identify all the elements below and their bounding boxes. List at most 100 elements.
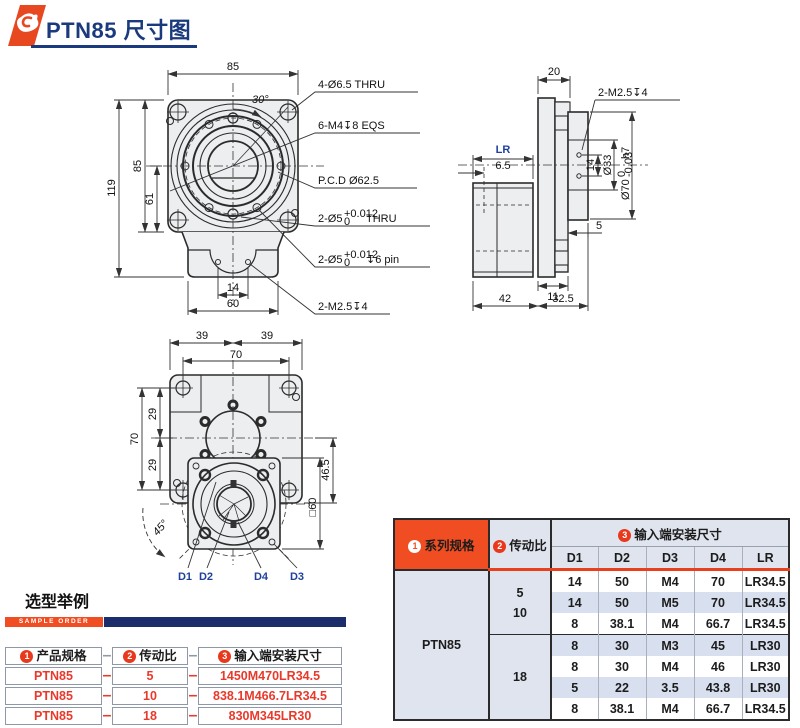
cell-lr: LR34.5: [741, 569, 790, 592]
front-dimension-texts: 85 30° 119 85 61 14 60 4-Ø6.5 THRU 6-M4↧…: [106, 61, 399, 313]
bottom-dimension-lines: [137, 339, 337, 558]
callout-m4-holes: 6-M4↧8 EQS: [318, 120, 385, 132]
circled-2-icon: 2: [493, 539, 507, 553]
front-leader-lines: [169, 91, 430, 315]
dim-29-lower: 29: [147, 459, 159, 471]
table-row: 5 22 3.5 43.8 LR30: [394, 677, 790, 698]
cell-d4: 70: [693, 592, 742, 613]
sample-order-title: 选型举例: [25, 594, 90, 611]
svg-text:↧6 pin: ↧6 pin: [366, 254, 399, 266]
table-row: 14 50 M5 70 LR34.5: [394, 592, 790, 613]
dim-height-85: 85: [132, 160, 144, 172]
label-d4: D4: [254, 571, 269, 583]
side-view-drawing: 20 2-M2.5↧4 LR 6.5 14 Ø33 Ø70 0 -0.03 h7…: [458, 66, 680, 311]
dim-sq60: □60: [307, 498, 319, 517]
sample-order-table: 1 产品规格 – 2 传动比 – 3 输入端安装尺寸 PTN85 – 5 – 1450…: [5, 647, 353, 725]
bottom-leader-lines: [187, 481, 298, 569]
dim-width-85: 85: [227, 61, 239, 73]
cell-d4: 66.7: [693, 698, 742, 720]
cell-d2: 30: [597, 656, 646, 677]
dim-61: 61: [144, 193, 156, 205]
svg-text:+0.012: +0.012: [344, 249, 378, 261]
svg-text:0: 0: [344, 257, 350, 269]
circled-3-icon: 3: [618, 528, 632, 542]
label-d2: D2: [199, 571, 213, 583]
cell-d2: 30: [597, 634, 646, 656]
dim-14: 14: [227, 282, 239, 294]
dim-11: 11: [547, 291, 558, 303]
series-name: PTN85: [394, 569, 490, 720]
svg-text:0: 0: [344, 216, 350, 228]
cell-lr: LR34.5: [741, 698, 790, 720]
brand-logo-icon: [8, 5, 46, 46]
dash-separator: –: [188, 687, 198, 704]
dash-separator: –: [102, 667, 112, 684]
cell-lr: LR34.5: [741, 613, 790, 635]
bottom-flange: [187, 457, 281, 550]
dims-value: 1450M470LR34.5: [198, 667, 342, 685]
callout-corner-holes: 4-Ø6.5 THRU: [318, 79, 385, 91]
spec-table: 1 系列规格 2 传动比 3 输入端安装尺寸 D1 D2 D3 D4 LR PTN85…: [393, 518, 791, 721]
dim-lr: LR: [496, 144, 511, 156]
cell-d4: 66.7: [693, 613, 742, 635]
dim-46-5: 46.5: [320, 459, 332, 480]
cell-d2: 38.1: [597, 698, 646, 720]
cell-d1: 8: [571, 659, 579, 674]
dash-separator: –: [102, 707, 112, 724]
dim-6-5: 6.5: [495, 160, 510, 172]
cell-d3: M4: [645, 569, 694, 592]
dim-70-left: 70: [129, 433, 141, 445]
cell-lr: LR30: [741, 634, 790, 656]
cell-d1: 8: [551, 634, 598, 656]
cell-d2: 50: [597, 592, 646, 613]
table-row: 18 8 30 M3 45 LR30: [394, 634, 790, 720]
front-dimension-lines: [114, 70, 299, 315]
dash-separator: –: [102, 647, 112, 664]
callout-pcd: P.C.D Ø62.5: [318, 175, 379, 187]
product-value: PTN85: [5, 707, 102, 725]
page-title: PTN85 尺寸图: [46, 18, 192, 43]
dim-d33: Ø33: [602, 155, 614, 176]
cell-lr: LR34.5: [741, 592, 790, 613]
sub-header-row: D1 D2 D3 D4 LR: [394, 546, 790, 571]
label-d3: D3: [290, 571, 304, 583]
cell-d2: 22: [597, 677, 646, 698]
cell-d3: 3.5: [645, 677, 694, 698]
side-body-outline: [472, 97, 589, 278]
col-header-d2: D2: [597, 546, 646, 571]
dash-separator: –: [102, 687, 112, 704]
dim-29-upper: 29: [147, 408, 159, 420]
front-corner-holes: [166, 101, 299, 231]
header-input-mount-dims: 3 输入端安装尺寸: [198, 647, 342, 665]
sample-order-row: PTN85 – 5 – 1450M470LR34.5: [5, 667, 353, 685]
table-row: 8 38.1 M4 66.7 LR34.5: [394, 698, 790, 720]
ratio-group-5-10: 5 10: [489, 569, 552, 635]
svg-text:Ø70: Ø70: [620, 179, 632, 200]
cell-d2: 50: [597, 569, 646, 592]
ratio-group-18: 18: [489, 634, 552, 720]
cell-d3: M4: [645, 656, 694, 677]
front-centerlines: [146, 83, 324, 305]
cell-d3: M3: [645, 634, 694, 656]
svg-text:THRU: THRU: [366, 213, 397, 225]
header-series-spec: 1 系列规格: [394, 519, 490, 571]
cell-d3: M4: [645, 698, 694, 720]
header-input-mount-dims: 3 输入端安装尺寸: [551, 519, 790, 547]
svg-text:-0.03: -0.03: [623, 152, 635, 177]
svg-text:2-Ø5: 2-Ø5: [318, 213, 342, 225]
bottom-view-drawing: 39 39 70 70 29 29 46.5 □60 45° D1 D2 D4 …: [129, 330, 337, 583]
cell-d2: 38.1: [597, 613, 646, 635]
dim-60: 60: [227, 298, 239, 310]
circled-2-icon: 2: [123, 650, 137, 663]
cell-d3: M5: [645, 592, 694, 613]
table-row: 8 38.1 M4 66.7 LR34.5: [394, 613, 790, 635]
front-view-drawing: 85 30° 119 85 61 14 60 4-Ø6.5 THRU 6-M4↧…: [106, 61, 430, 315]
ratio-value: 18: [112, 707, 188, 725]
sample-order-section: 选型举例 SAMPLE ORDER 1 产品规格 – 2 传动比 – 3 输入端安装尺…: [5, 588, 353, 727]
dim-height-119: 119: [106, 179, 118, 197]
dim-20: 20: [548, 66, 560, 78]
circled-1-icon: 1: [408, 539, 422, 553]
svg-text:2-Ø5: 2-Ø5: [318, 254, 342, 266]
cell-d1: 8: [571, 616, 579, 631]
side-dimension-texts: 20 2-M2.5↧4 LR 6.5 14 Ø33 Ø70 0 -0.03 h7…: [495, 66, 647, 305]
